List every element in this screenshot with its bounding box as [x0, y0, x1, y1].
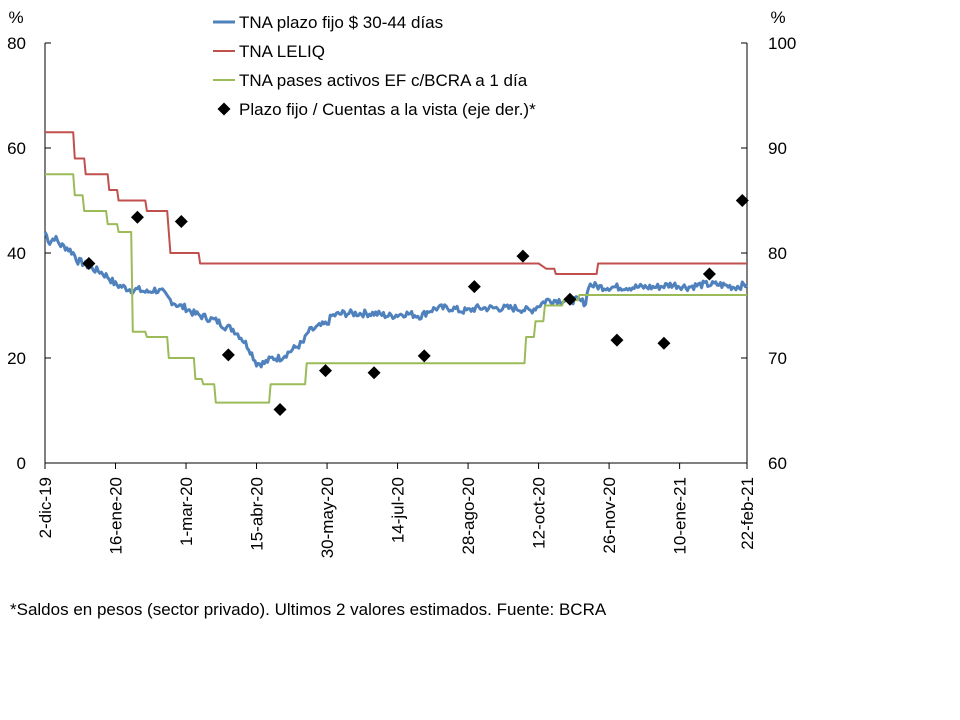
ratio-marker — [273, 402, 287, 416]
ratio-marker — [702, 267, 716, 281]
ratio-marker — [221, 348, 235, 362]
x-tick-label: 28-ago-20 — [459, 477, 478, 555]
left-tick-label: 80 — [7, 34, 26, 53]
left-tick-label: 40 — [7, 244, 26, 263]
left-tick-label: 0 — [17, 454, 26, 473]
ratio-marker — [657, 336, 671, 350]
x-tick-label: 30-may-20 — [318, 477, 337, 558]
left-axis-unit: % — [8, 8, 23, 27]
legend-label: Plazo fijo / Cuentas a la vista (eje der… — [239, 100, 536, 119]
legend-marker — [217, 102, 231, 116]
right-tick-label: 80 — [768, 244, 787, 263]
ratio-marker — [563, 292, 577, 306]
ratio-marker — [467, 280, 481, 294]
footnote: *Saldos en pesos (sector privado). Ultim… — [10, 600, 607, 619]
plot-markers — [82, 194, 749, 416]
plot-lines — [43, 131, 749, 404]
x-tick-label: 2-dic-19 — [36, 477, 55, 538]
right-tick-label: 60 — [768, 454, 787, 473]
x-tick-label: 15-abr-20 — [248, 477, 267, 551]
legend-label: TNA pases activos EF c/BCRA a 1 día — [239, 71, 528, 90]
x-tick-label: 22-feb-21 — [738, 477, 757, 550]
x-tick-label: 10-ene-21 — [671, 477, 690, 555]
ratio-marker — [516, 249, 530, 263]
ratio-marker — [417, 349, 431, 363]
legend-label: TNA plazo fijo $ 30-44 días — [239, 13, 443, 32]
ratio-marker — [82, 257, 96, 270]
ratio-marker — [610, 333, 624, 347]
left-tick-label: 60 — [7, 139, 26, 158]
legend-label: TNA LELIQ — [239, 42, 325, 61]
x-tick-label: 1-mar-20 — [177, 477, 196, 546]
series-line-pases — [45, 173, 747, 404]
ratio-marker — [367, 366, 381, 380]
legend: TNA plazo fijo $ 30-44 días TNA LELIQ TNA … — [213, 13, 536, 119]
x-tick-label: 14-jul-20 — [389, 477, 408, 543]
right-tick-label: 100 — [768, 34, 796, 53]
ratio-marker — [318, 364, 332, 378]
x-tick-label: 26-nov-20 — [600, 477, 619, 554]
ratio-marker — [735, 194, 749, 207]
series-line-leliq — [45, 131, 747, 275]
series-line-plazo-fijo — [43, 231, 749, 369]
x-tick-label: 16-ene-20 — [107, 477, 126, 555]
right-tick-label: 90 — [768, 139, 787, 158]
right-tick-label: 70 — [768, 349, 787, 368]
ratio-marker — [130, 210, 144, 224]
left-tick-label: 20 — [7, 349, 26, 368]
ratio-marker — [174, 215, 188, 228]
axes: % % 0 20 40 60 80 60 70 80 90 100 2-dic-19 16-ene-20 1… — [7, 8, 796, 558]
x-tick-label: 12-oct-20 — [530, 477, 549, 549]
right-axis-unit: % — [770, 8, 785, 27]
